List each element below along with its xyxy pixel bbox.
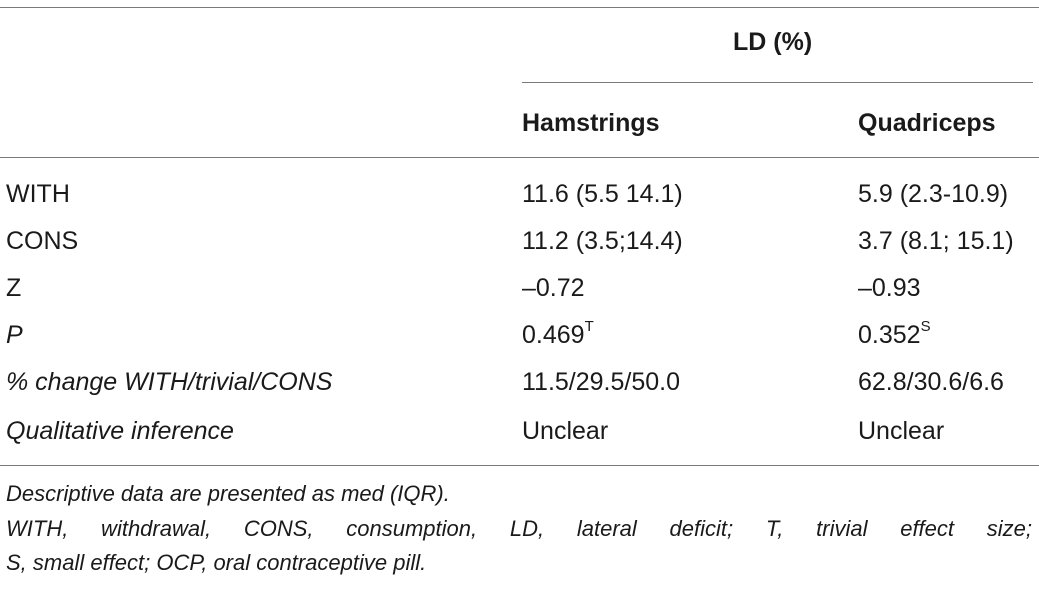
cell-with-quadriceps: 5.9 (2.3-10.9)	[858, 180, 1009, 208]
cell-qualitative-hamstrings: Unclear	[522, 417, 609, 445]
column-header-hamstrings: Hamstrings	[522, 109, 660, 137]
group-header-ld: LD (%)	[733, 28, 813, 56]
table-top-rule	[0, 7, 1039, 8]
cell-cons-quadriceps: 3.7 (8.1; 15.1)	[858, 227, 1014, 255]
cell-with-hamstrings: 11.6 (5.5 14.1)	[522, 180, 683, 208]
footnote-descriptive: Descriptive data are presented as med (I…	[6, 481, 450, 506]
row-label-percent-change: % change WITH/trivial/CONS	[6, 368, 333, 396]
p-value-hamstrings: 0.469	[522, 321, 585, 349]
p-value-quadriceps: 0.352	[858, 321, 921, 349]
row-label-qualitative-inference: Qualitative inference	[6, 417, 234, 445]
row-label-with: WITH	[6, 180, 70, 208]
cell-percent-change-quadriceps: 62.8/30.6/6.6	[858, 368, 1004, 396]
cell-z-quadriceps: –0.93	[858, 274, 921, 302]
table-bottom-rule	[0, 465, 1039, 466]
column-header-quadriceps: Quadriceps	[858, 109, 996, 137]
cell-cons-hamstrings: 11.2 (3.5;14.4)	[522, 227, 683, 255]
group-header-rule	[522, 82, 1033, 83]
column-header-rule	[0, 157, 1039, 158]
effect-size-mark-quadriceps: S	[920, 317, 931, 335]
cell-p-hamstrings: 0.469T	[522, 317, 594, 350]
row-label-z: Z	[6, 274, 22, 302]
cell-percent-change-hamstrings: 11.5/29.5/50.0	[522, 368, 681, 396]
footnote-abbreviations-line2: S, small effect; OCP, oral contraceptive…	[6, 550, 427, 575]
row-label-cons: CONS	[6, 227, 79, 255]
cell-p-quadriceps: 0.352S	[858, 317, 931, 350]
row-label-p: P	[6, 321, 23, 349]
cell-z-hamstrings: –0.72	[522, 274, 585, 302]
effect-size-mark-hamstrings: T	[584, 317, 594, 335]
cell-qualitative-quadriceps: Unclear	[858, 417, 945, 445]
footnote-abbreviations-line1: WITH, withdrawal, CONS, consumption, LD,…	[6, 516, 1032, 541]
